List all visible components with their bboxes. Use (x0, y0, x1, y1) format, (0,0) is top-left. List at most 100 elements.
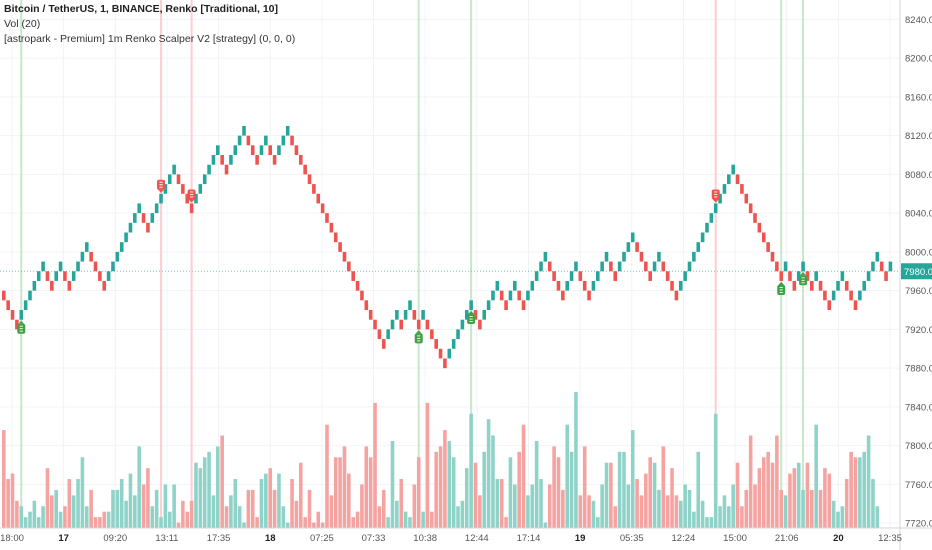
volume-bar (207, 451, 211, 528)
time-tick-label: 21:06 (775, 533, 799, 544)
marker-glyph-icon (159, 181, 163, 188)
volume-bar (456, 506, 460, 528)
renko-brick-down (517, 290, 521, 301)
volume-bar (360, 484, 364, 528)
volume-bar (368, 457, 373, 528)
volume-bar (98, 517, 102, 528)
volume-bar (102, 511, 107, 528)
renko-brick-down (141, 213, 146, 223)
volume-bar (237, 506, 242, 528)
volume-bar (818, 489, 823, 528)
renko-brick-up (687, 261, 692, 272)
renko-brick-up (491, 290, 495, 301)
renko-brick-up (683, 271, 687, 281)
renko-brick-down (268, 145, 273, 156)
volume-bar (395, 500, 399, 528)
volume-bar (159, 517, 163, 528)
renko-brick-down (473, 310, 478, 320)
volume-bar (604, 462, 609, 528)
renko-brick-up (58, 261, 63, 272)
time-axis[interactable]: 18:00 17 09:20 13:11 17:35 18 07:25 07:33 10:38 1… (0, 527, 932, 544)
volume-bar (220, 435, 224, 528)
volume-bar (814, 424, 818, 528)
volume-bar (630, 430, 635, 528)
renko-brick-down (849, 290, 853, 301)
renko-brick-up (713, 203, 718, 214)
renko-brick-up (41, 261, 45, 272)
volume-bar (499, 479, 504, 528)
renko-brick-down (478, 319, 482, 330)
renko-brick-up (495, 280, 500, 291)
volume-bar (678, 500, 683, 528)
renko-brick-up (508, 290, 513, 301)
renko-brick-up (154, 203, 159, 214)
renko-brick-up (617, 261, 622, 272)
renko-brick-up (80, 251, 85, 262)
price-tick-label: 7840.00 (905, 402, 932, 413)
volume-bar (281, 506, 286, 528)
volume-bar (137, 446, 141, 528)
renko-brick-up (71, 271, 76, 281)
buy-marker (799, 272, 808, 286)
buy-marker (467, 311, 476, 325)
price-tick-label: 8240.00 (905, 15, 932, 26)
volume-bar (866, 435, 871, 528)
volume-bar (111, 489, 115, 528)
volume-bar (211, 495, 216, 528)
volume-bar (216, 446, 220, 528)
renko-brick-up (386, 329, 390, 340)
renko-brick-down (827, 300, 832, 311)
renko-brick-up (569, 271, 574, 281)
renko-brick-down (185, 193, 190, 204)
volume-bar (133, 495, 137, 528)
renko-brick-up (836, 280, 840, 291)
volume-bar (805, 462, 810, 528)
volume-bar (753, 484, 757, 528)
renko-brick-up (596, 271, 600, 281)
renko-brick-down (412, 310, 417, 320)
volume-bar (41, 506, 45, 528)
renko-brick-down (639, 251, 644, 262)
renko-brick-down (146, 222, 150, 233)
renko-brick-up (709, 213, 714, 223)
symbol-title[interactable]: Bitcoin / TetherUS, 1, BINANCE, Renko [T… (4, 3, 279, 15)
volume-bar (233, 479, 238, 528)
volume-bar (661, 446, 666, 528)
renko-brick-down (779, 271, 784, 281)
renko-brick-up (705, 222, 709, 233)
renko-brick-down (648, 271, 652, 281)
renko-brick-up (622, 251, 626, 262)
renko-brick-up (840, 271, 845, 281)
renko-brick-up (119, 242, 124, 252)
volume-bar (412, 484, 417, 528)
volume-bar (15, 500, 19, 528)
renko-brick-up (464, 310, 469, 320)
renko-brick-down (176, 174, 181, 185)
volume-bar (320, 522, 325, 528)
volume-bar (10, 473, 15, 528)
volume-bar (202, 457, 207, 528)
volume-bar (534, 440, 539, 528)
volume-bar (373, 402, 377, 528)
volume-bar (93, 517, 98, 528)
volume-bar (613, 506, 618, 528)
strategy-indicator-label[interactable]: [astropark - Premium] 1m Renko Scalper V… (4, 33, 296, 45)
volume-bar (141, 484, 146, 528)
volume-bar (364, 446, 369, 528)
volume-bar (692, 511, 696, 528)
time-tick-label: 18:00 (0, 533, 24, 544)
time-tick-label: 17 (58, 533, 69, 544)
volume-bar (338, 457, 342, 528)
renko-brick-down (93, 261, 98, 272)
volume-indicator-label[interactable]: Vol (20) (4, 18, 41, 30)
renko-brick-down (818, 280, 823, 291)
volume-bar (543, 522, 548, 528)
renko-brick-up (447, 348, 452, 359)
renko-brick-down (665, 271, 670, 281)
volume-bar (425, 402, 430, 528)
renko-brick-up (167, 174, 172, 185)
price-tick-label: 8120.00 (905, 131, 932, 142)
renko-brick-up (36, 271, 41, 281)
